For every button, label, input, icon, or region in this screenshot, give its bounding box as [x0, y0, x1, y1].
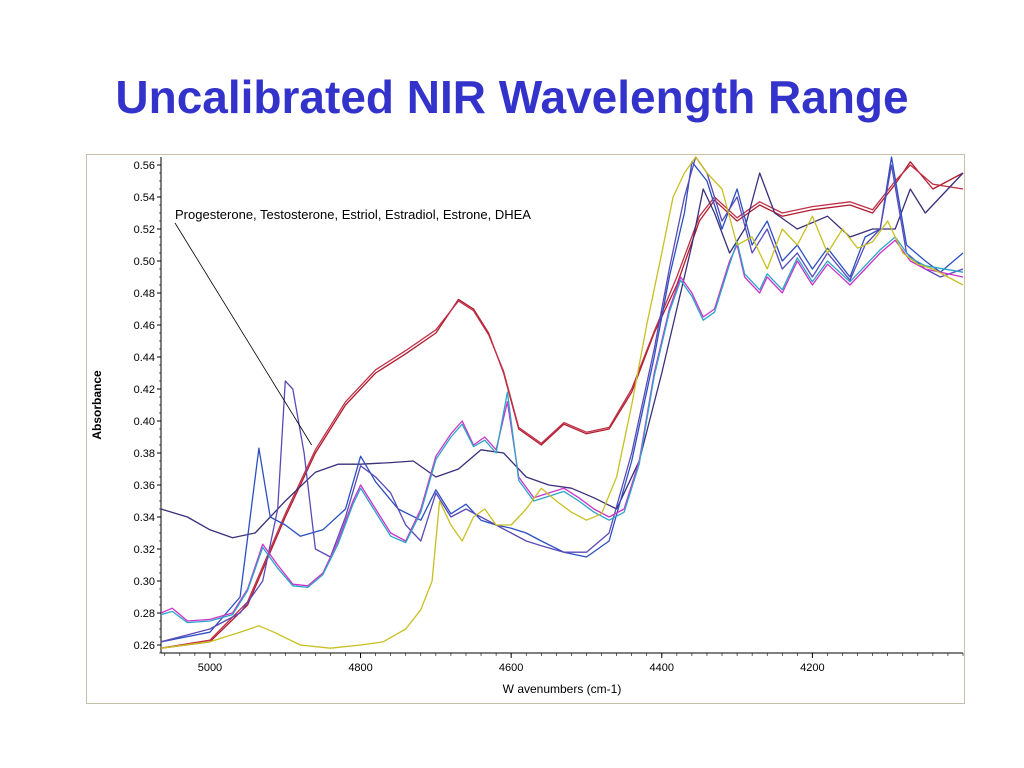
- y-tick-label: 0.46: [134, 320, 155, 332]
- y-tick-label: 0.36: [134, 480, 155, 492]
- series-line-8: [160, 156, 964, 649]
- series-line-7: [160, 236, 964, 624]
- chart-frame: 0.26 0.28 0.30 0.32 0.34 0.36 0.38 0.40 0.42 0.44…: [86, 154, 965, 704]
- y-tick-label: 0.34: [134, 512, 155, 524]
- annotation-leader-line: [174, 222, 312, 446]
- y-tick-label: 0.48: [134, 288, 155, 300]
- y-tick-label: 0.28: [134, 608, 155, 620]
- axes: [160, 157, 963, 654]
- y-axis-title: Absorbance: [90, 370, 104, 440]
- y-tick-label: 0.44: [134, 352, 155, 364]
- y-tick-label: 0.54: [134, 192, 155, 204]
- slide-title: Uncalibrated NIR Wavelength Range: [115, 71, 909, 123]
- y-axis-ticks: 0.26 0.28 0.30 0.32 0.34 0.36 0.38 0.40 0.42 0.44…: [134, 160, 161, 654]
- x-tick-label: 4600: [499, 662, 523, 674]
- y-tick-label: 0.32: [134, 544, 155, 556]
- x-tick-label: 4400: [650, 662, 674, 674]
- y-tick-label: 0.40: [134, 416, 155, 428]
- y-tick-label: 0.26: [134, 640, 155, 652]
- x-tick-label: 5000: [198, 662, 222, 674]
- x-tick-label: 4200: [800, 662, 824, 674]
- y-tick-label: 0.50: [134, 256, 155, 268]
- series-line-6: [160, 239, 964, 622]
- series-line-2: [160, 164, 964, 649]
- y-tick-label: 0.52: [134, 224, 155, 236]
- x-axis-ticks: 5000 4800 4600 4400 4200: [164, 653, 964, 674]
- annotation-text: Progesterone, Testosterone, Estriol, Est…: [175, 207, 531, 222]
- series-line-4: [160, 156, 964, 643]
- y-tick-label: 0.38: [134, 448, 155, 460]
- y-tick-label: 0.56: [134, 160, 155, 172]
- series-line-3: [160, 172, 964, 539]
- series-lines: [160, 156, 964, 649]
- series-line-1: [160, 161, 964, 649]
- x-axis-title: W avenumbers (cm-1): [503, 682, 622, 696]
- y-tick-label: 0.30: [134, 576, 155, 588]
- y-tick-label: 0.42: [134, 384, 155, 396]
- nir-spectrum-chart: 0.26 0.28 0.30 0.32 0.34 0.36 0.38 0.40 0.42 0.44…: [90, 156, 964, 696]
- x-tick-label: 4800: [348, 662, 372, 674]
